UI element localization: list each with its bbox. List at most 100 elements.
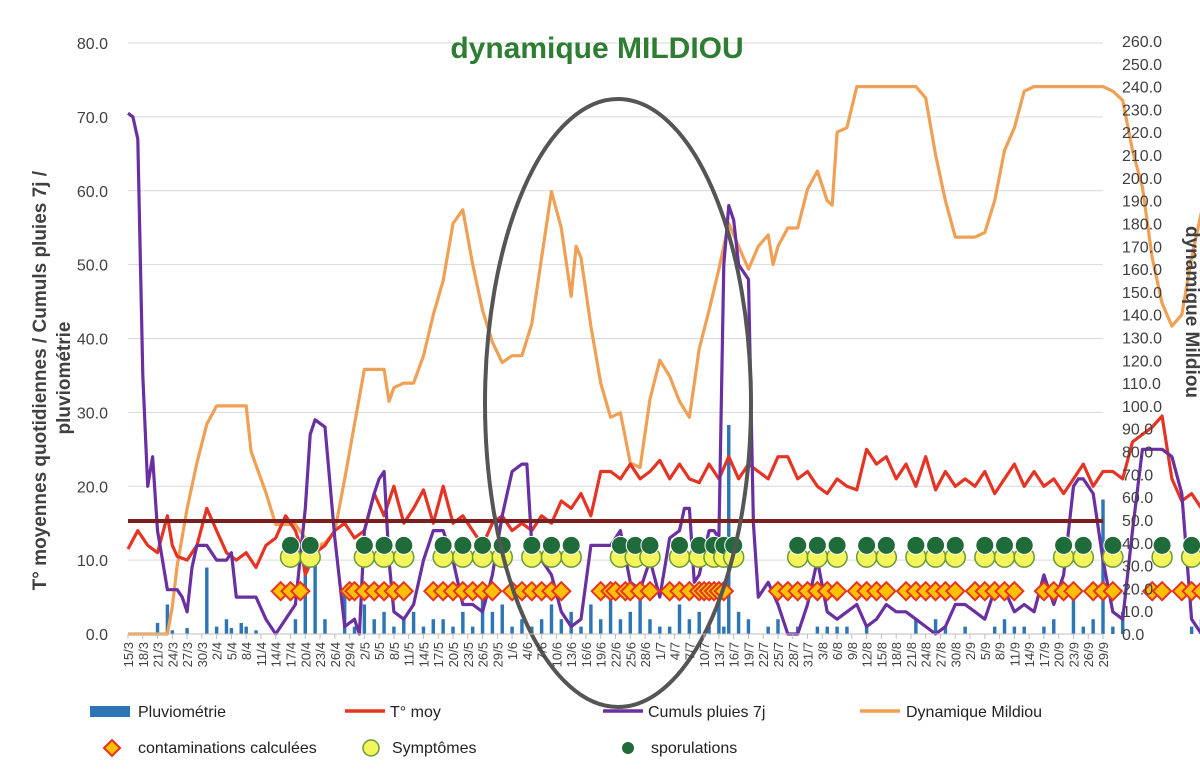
x-tick-label: 25/6 — [623, 642, 638, 667]
pluviometrie-bar — [293, 619, 298, 634]
pluviometrie-bar — [431, 619, 436, 634]
x-tick-label: 14/9 — [1022, 642, 1037, 667]
pluviometrie-bar — [323, 619, 327, 634]
x-tick-label: 28/6 — [638, 642, 653, 667]
x-tick-label: 18/8 — [889, 642, 904, 667]
pluviometrie-bar — [239, 622, 243, 634]
y-right-tick-label: 150.0 — [1122, 285, 1162, 302]
y-right-tick-label: 130.0 — [1122, 331, 1162, 348]
pluviometrie-bar — [638, 597, 642, 634]
legend: Pluviométrie T° moy Cumuls pluies 7j Dynami… — [90, 704, 1042, 758]
y-left-tick-label: 20.0 — [77, 479, 108, 496]
pluviometrie-bar — [628, 611, 632, 634]
pluviometrie-bar — [470, 626, 475, 634]
x-tick-label: 20/9 — [1052, 642, 1067, 667]
y-right-tick-label: 200.0 — [1122, 171, 1162, 188]
x-tick-label: 6/8 — [830, 642, 845, 660]
pluviometrie-bar — [992, 626, 997, 634]
x-tick-label: 16/7 — [727, 642, 742, 667]
sporulation-marker — [1054, 535, 1074, 555]
y-right-tick-label: 230.0 — [1122, 102, 1162, 119]
x-tick-label: 27/3 — [180, 642, 195, 667]
sporulation-marker — [541, 535, 561, 555]
pluviometrie-bar — [1012, 626, 1017, 634]
y-left-tick-label: 0.0 — [86, 627, 108, 644]
x-tick-label: 26/5 — [476, 642, 491, 667]
legend-label-dyn: Dynamique Mildiou — [906, 704, 1042, 721]
sporulation-marker — [807, 535, 827, 555]
y-right-tick-label: 60.0 — [1122, 490, 1153, 507]
sporulation-marker — [281, 535, 300, 555]
legend-label-cumul: Cumuls pluies 7j — [648, 704, 765, 721]
x-tick-label: 29/4 — [343, 642, 358, 667]
pluviometrie-bar — [1111, 626, 1115, 634]
x-tick-label: 13/7 — [712, 642, 727, 667]
legend-swatch-sympt — [362, 739, 380, 757]
contamination-marker — [944, 580, 966, 602]
y-right-tick-label: 30.0 — [1122, 559, 1153, 576]
x-tick-label: 8/4 — [239, 642, 254, 660]
pluviometrie-bar — [599, 619, 603, 634]
sporulation-marker — [473, 535, 493, 555]
x-tick-label: 5/4 — [224, 642, 239, 660]
sporulation-marker — [300, 535, 320, 555]
sporulation-marker — [945, 535, 965, 555]
pluviometrie-bar — [687, 619, 692, 634]
contamination-marker — [393, 580, 415, 602]
x-tick-label: 3/8 — [815, 642, 830, 660]
x-tick-label: 14/4 — [269, 642, 284, 667]
x-tick-label: 10/7 — [697, 642, 712, 667]
legend-label-pluvio: Pluviométrie — [138, 704, 226, 721]
y-right-tick-label: 210.0 — [1122, 148, 1162, 165]
x-tick-label: 24/8 — [919, 642, 934, 667]
y-left-tick-label: 80.0 — [77, 36, 108, 53]
x-tick-label: 25/7 — [771, 642, 786, 667]
pluviometrie-bar — [421, 626, 426, 634]
contamination-marker — [1003, 580, 1025, 602]
y-right-tick-label: 90.0 — [1122, 422, 1153, 439]
chart-title: dynamique MILDIOU — [450, 32, 743, 65]
pluviometrie-bar — [1189, 626, 1194, 634]
pluviometrie-bar — [1042, 626, 1046, 634]
pluviometrie-bar — [372, 619, 376, 634]
y-right-tick-label: 110.0 — [1122, 376, 1161, 393]
x-tick-label: 7/6 — [535, 642, 550, 660]
sporulation-marker — [975, 535, 995, 555]
legend-swatch-contam — [102, 738, 122, 758]
x-tick-label: 23/9 — [1066, 642, 1081, 667]
pluviometrie-bar — [943, 626, 948, 634]
contamination-marker — [1063, 580, 1084, 602]
y-left-title: T° moyennes quotidiennes / Cumuls pluies… — [30, 166, 75, 591]
x-tick-label: 21/8 — [904, 642, 919, 667]
x-tick-label: 22/6 — [609, 642, 624, 667]
legend-swatch-sporul — [622, 742, 634, 754]
pluviometrie-bar — [815, 626, 820, 634]
pluviometrie-bar — [254, 630, 258, 634]
x-tick-label: 19/6 — [594, 642, 609, 667]
x-tick-label: 29/5 — [490, 642, 505, 667]
x-tick-label: 1/6 — [505, 642, 520, 660]
contamination-marker — [550, 580, 572, 602]
sporulation-marker — [522, 535, 542, 555]
pluviometrie-bar — [352, 626, 357, 634]
pluviometrie-bar — [746, 619, 751, 634]
pluviometrie-bar — [539, 619, 544, 634]
x-tick-label: 20/4 — [298, 642, 313, 667]
pluviometrie-bar — [864, 626, 869, 634]
pluviometrie-bar — [244, 626, 248, 634]
x-tick-label: 17/5 — [431, 642, 446, 667]
pluviometrie-bar — [1091, 619, 1095, 634]
x-tick-label: 8/5 — [387, 642, 402, 660]
pluviometrie-bar — [722, 626, 726, 634]
x-tick-label: 23/4 — [313, 642, 328, 667]
pluviometrie-bar — [963, 626, 967, 634]
sporulation-marker — [561, 535, 581, 555]
series-lines — [126, 85, 1200, 636]
y-right-tick-label: 80.0 — [1122, 445, 1153, 462]
pluviometrie-bar — [490, 611, 495, 634]
x-tick-label: 2/5 — [357, 642, 372, 660]
x-tick-label: 26/9 — [1081, 642, 1096, 667]
sporulation-marker — [453, 535, 473, 555]
pluviometrie-bar — [392, 626, 396, 634]
contamination-marker — [826, 580, 848, 602]
